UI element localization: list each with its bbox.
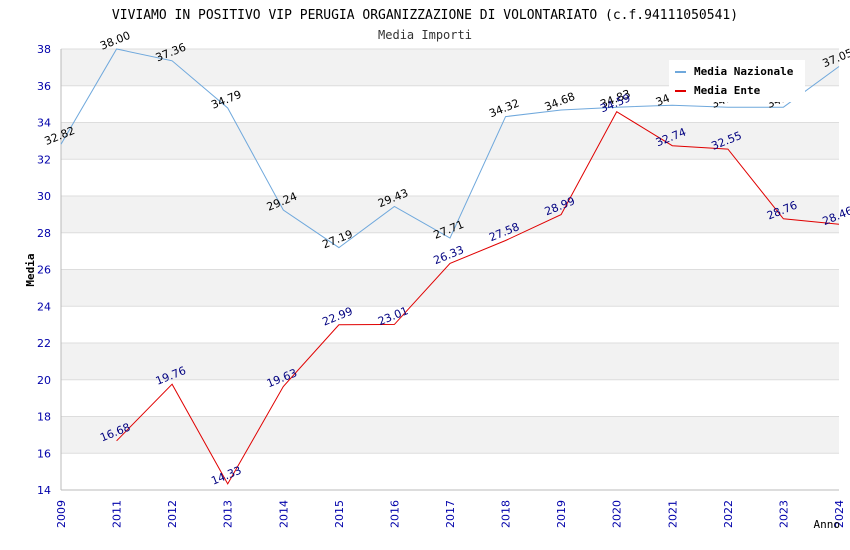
legend: Media Nazionale Media Ente — [669, 60, 805, 102]
x-tick-label: 2014 — [277, 500, 290, 528]
x-axis-label: Anno — [814, 518, 841, 531]
chart-title: VIVIAMO IN POSITIVO VIP PERUGIA ORGANIZZ… — [112, 8, 738, 23]
y-tick-label: 16 — [37, 447, 51, 460]
legend-label-media-ente: Media Ente — [694, 84, 761, 97]
y-tick-label: 14 — [37, 484, 51, 497]
plot-band — [61, 379, 839, 417]
plot-band — [61, 269, 839, 307]
x-tick-label: 2009 — [55, 500, 68, 528]
x-tick-labels: 2009 2011 2012 2013 2014 2015 2016 2017 2018 2019… — [55, 500, 846, 528]
x-tick-label: 2011 — [111, 500, 124, 528]
y-tick-label: 36 — [37, 80, 51, 93]
x-tick-label: 2024 — [833, 500, 846, 528]
y-tick-label: 26 — [37, 264, 51, 277]
plot-band — [61, 343, 839, 380]
plot-band — [61, 159, 839, 196]
axes — [60, 49, 839, 491]
x-tick-label: 2023 — [777, 500, 790, 528]
x-tick-label: 2019 — [555, 500, 568, 528]
plot-bands — [61, 49, 839, 490]
x-tick-label: 2021 — [666, 500, 679, 528]
x-tick-label: 2022 — [722, 500, 735, 528]
plot-band — [61, 306, 839, 343]
x-tick-label: 2018 — [500, 500, 513, 528]
x-tick-label: 2017 — [444, 500, 457, 528]
chart-subtitle: Media Importi — [378, 28, 472, 42]
x-tick-label: 2016 — [388, 500, 401, 528]
y-tick-label: 30 — [37, 190, 51, 203]
y-tick-label: 24 — [37, 300, 51, 313]
series-line-media-ente — [116, 110, 840, 485]
plot-band — [61, 196, 839, 233]
y-tick-labels: 14 16 18 20 22 24 26 28 30 32 34 36 38 — [37, 43, 51, 497]
y-tick-label: 28 — [37, 227, 51, 240]
plot-band — [61, 122, 839, 160]
x-tick-label: 2015 — [333, 500, 346, 528]
legend-label-media-nazionale: Media Nazionale — [694, 65, 794, 78]
series-line-media-nazionale — [60, 48, 840, 249]
x-tick-label: 2020 — [611, 500, 624, 528]
series-lines — [60, 48, 840, 485]
y-tick-label: 32 — [37, 153, 51, 166]
y-tick-label: 20 — [37, 374, 51, 387]
y-tick-label: 34 — [37, 117, 51, 130]
x-tick-label: 2013 — [222, 500, 235, 528]
legend-box — [669, 60, 805, 102]
plot-band — [61, 416, 839, 454]
plot-band — [61, 453, 839, 490]
y-tick-label: 38 — [37, 43, 51, 56]
x-tick-label: 2012 — [166, 500, 179, 528]
y-tick-label: 22 — [37, 337, 51, 350]
y-tick-label: 18 — [37, 411, 51, 424]
y-axis-label: Media — [24, 253, 37, 286]
